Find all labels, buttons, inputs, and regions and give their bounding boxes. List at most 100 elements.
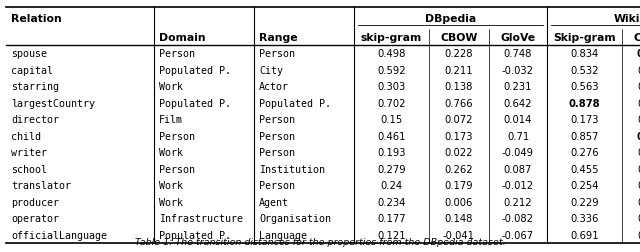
- Text: Work: Work: [159, 82, 183, 92]
- Text: 0.878: 0.878: [569, 98, 600, 108]
- Text: 0.234: 0.234: [378, 197, 406, 207]
- Text: starring: starring: [11, 82, 59, 92]
- Text: -0.032: -0.032: [502, 66, 534, 75]
- Text: -0.041: -0.041: [443, 230, 475, 240]
- Text: 0.095: 0.095: [637, 180, 640, 191]
- Text: producer: producer: [11, 197, 59, 207]
- Text: 0.865: 0.865: [637, 98, 640, 108]
- Text: 0.461: 0.461: [377, 131, 406, 141]
- Text: 0.24: 0.24: [380, 180, 403, 191]
- Text: Person: Person: [159, 49, 195, 59]
- Text: 0.691: 0.691: [570, 230, 599, 240]
- Text: 0.332: 0.332: [638, 213, 640, 223]
- Text: -0.082: -0.082: [502, 213, 534, 223]
- Text: Language: Language: [259, 230, 307, 240]
- Text: Relation: Relation: [11, 14, 61, 24]
- Text: 0.262: 0.262: [445, 164, 474, 174]
- Text: City: City: [259, 66, 283, 75]
- Text: Person: Person: [159, 131, 195, 141]
- Text: 0.455: 0.455: [570, 164, 599, 174]
- Text: Person: Person: [259, 131, 295, 141]
- Text: Domain: Domain: [159, 33, 205, 43]
- Text: capital: capital: [11, 66, 53, 75]
- Text: 0.138: 0.138: [445, 82, 473, 92]
- Text: 0.606: 0.606: [637, 230, 640, 240]
- Text: 0.453: 0.453: [638, 82, 640, 92]
- Text: Range: Range: [259, 33, 298, 43]
- Text: GloVe: GloVe: [500, 33, 536, 43]
- Text: 0.173: 0.173: [570, 115, 599, 125]
- Text: 0.121: 0.121: [377, 230, 406, 240]
- Text: 0.212: 0.212: [504, 197, 532, 207]
- Text: 0.15: 0.15: [380, 115, 403, 125]
- Text: 0.173: 0.173: [445, 131, 473, 141]
- Text: 0.336: 0.336: [570, 213, 598, 223]
- Text: 0.254: 0.254: [570, 180, 599, 191]
- Text: director: director: [11, 115, 59, 125]
- Text: 0.276: 0.276: [570, 148, 599, 158]
- Text: CBOW: CBOW: [440, 33, 477, 43]
- Text: operator: operator: [11, 213, 59, 223]
- Text: Agent: Agent: [259, 197, 289, 207]
- Text: Film: Film: [159, 115, 183, 125]
- Text: writer: writer: [11, 148, 47, 158]
- Text: 0.869: 0.869: [636, 131, 640, 141]
- Text: 0.279: 0.279: [377, 164, 406, 174]
- Text: 0.056: 0.056: [637, 115, 640, 125]
- Text: spouse: spouse: [11, 49, 47, 59]
- Text: 0.086: 0.086: [638, 148, 640, 158]
- Text: 0.521: 0.521: [637, 164, 640, 174]
- Text: school: school: [11, 164, 47, 174]
- Text: 0.748: 0.748: [504, 49, 532, 59]
- Text: Wikipedia: Wikipedia: [613, 14, 640, 24]
- Text: Person: Person: [159, 164, 195, 174]
- Text: -0.049: -0.049: [502, 148, 534, 158]
- Text: translator: translator: [11, 180, 71, 191]
- Text: 0.498: 0.498: [378, 49, 406, 59]
- Text: Table 1: The transition distances for the properties from the DBpedia dataset.: Table 1: The transition distances for th…: [134, 237, 506, 246]
- Text: largestCountry: largestCountry: [11, 98, 95, 108]
- Text: Populated P.: Populated P.: [159, 230, 231, 240]
- Text: 0.766: 0.766: [445, 98, 474, 108]
- Text: Infrastructure: Infrastructure: [159, 213, 243, 223]
- Text: 0.642: 0.642: [504, 98, 532, 108]
- Text: 0.228: 0.228: [445, 49, 473, 59]
- Text: 0.303: 0.303: [378, 82, 406, 92]
- Text: 0.022: 0.022: [445, 148, 473, 158]
- Text: 0.71: 0.71: [507, 131, 529, 141]
- Text: CBOW: CBOW: [634, 33, 640, 43]
- Text: Person: Person: [259, 115, 295, 125]
- Text: 0.834: 0.834: [570, 49, 598, 59]
- Text: Actor: Actor: [259, 82, 289, 92]
- Text: skip-gram: skip-gram: [361, 33, 422, 43]
- Text: -0.067: -0.067: [502, 230, 534, 240]
- Text: 0.863: 0.863: [636, 49, 640, 59]
- Text: 0.389: 0.389: [638, 66, 640, 75]
- Text: 0.131: 0.131: [637, 197, 640, 207]
- Text: 0.229: 0.229: [570, 197, 599, 207]
- Text: 0.563: 0.563: [570, 82, 599, 92]
- Text: Person: Person: [259, 180, 295, 191]
- Text: 0.231: 0.231: [504, 82, 532, 92]
- Text: Populated P.: Populated P.: [259, 98, 331, 108]
- Text: 0.211: 0.211: [445, 66, 474, 75]
- Text: -0.012: -0.012: [502, 180, 534, 191]
- Text: 0.148: 0.148: [445, 213, 473, 223]
- Text: Person: Person: [259, 148, 295, 158]
- Text: Work: Work: [159, 180, 183, 191]
- Text: Person: Person: [259, 49, 295, 59]
- Text: Work: Work: [159, 197, 183, 207]
- Text: Work: Work: [159, 148, 183, 158]
- Text: 0.532: 0.532: [570, 66, 599, 75]
- Text: Institution: Institution: [259, 164, 325, 174]
- Text: Skip-gram: Skip-gram: [553, 33, 616, 43]
- Text: 0.193: 0.193: [377, 148, 406, 158]
- Text: 0.014: 0.014: [504, 115, 532, 125]
- Text: 0.177: 0.177: [377, 213, 406, 223]
- Text: 0.087: 0.087: [504, 164, 532, 174]
- Text: 0.857: 0.857: [570, 131, 599, 141]
- Text: officialLanguage: officialLanguage: [11, 230, 107, 240]
- Text: Organisation: Organisation: [259, 213, 331, 223]
- Text: 0.072: 0.072: [445, 115, 473, 125]
- Text: 0.702: 0.702: [377, 98, 406, 108]
